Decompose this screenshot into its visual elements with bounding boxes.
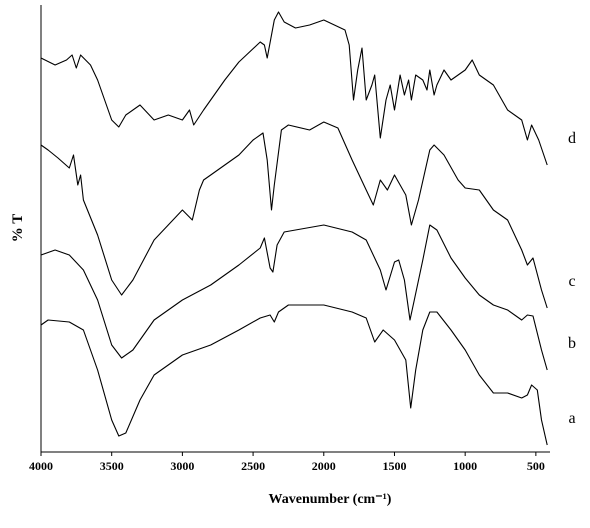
spectrum-line <box>40 224 548 371</box>
spectrum-line <box>40 11 548 166</box>
spectrum-line <box>40 304 548 446</box>
x-tick-label: 2500 <box>241 459 265 473</box>
x-tick-label: 3000 <box>170 459 194 473</box>
x-axis-label: Wavenumber (cm⁻¹) <box>269 492 392 507</box>
series-label: c <box>568 273 575 290</box>
y-axis-label: % T <box>10 214 26 242</box>
x-tick-label: 3500 <box>100 459 124 473</box>
x-tick-label: 500 <box>527 459 545 473</box>
spectrum-line <box>40 121 548 309</box>
series-label: a <box>568 410 575 427</box>
x-tick-label: 2000 <box>312 459 336 473</box>
x-tick-label: 1000 <box>453 459 477 473</box>
x-tick-label: 4000 <box>29 459 53 473</box>
x-tick-label: 1500 <box>382 459 406 473</box>
series-label: b <box>568 335 576 352</box>
series-label: d <box>568 130 576 147</box>
